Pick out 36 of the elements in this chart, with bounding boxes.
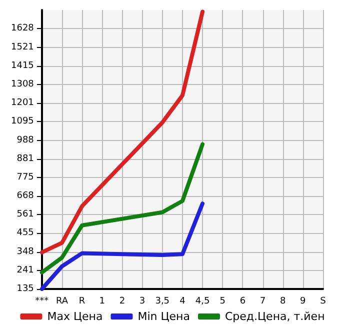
y-tick-label: 988 — [16, 135, 34, 146]
x-tick-label: 2 — [119, 296, 126, 306]
y-tick-label: 455 — [16, 228, 34, 238]
y-tick-label: 1521 — [11, 42, 34, 52]
x-tick-label: 6 — [240, 296, 246, 306]
x-tick-label: 7 — [260, 296, 266, 306]
x-tick-label: 5 — [220, 296, 226, 306]
x-tick-label: 9 — [300, 296, 306, 306]
x-tick-label: R — [78, 296, 86, 306]
y-tick-label: 348 — [16, 246, 34, 257]
y-tick-label: 1415 — [11, 60, 34, 71]
x-tick-label: *** — [35, 296, 50, 306]
line-series — [40, 10, 205, 254]
y-tick-label: 1628 — [11, 24, 34, 34]
y-tick-label: 241 — [16, 266, 34, 276]
y-tick-label: 775 — [16, 172, 34, 182]
x-tick-label: 1 — [99, 296, 106, 306]
x-tick-label: 4 — [180, 296, 186, 306]
y-tick-label: 135 — [16, 284, 34, 294]
x-tick-label: 3,5 — [155, 296, 170, 306]
legend-label: Сред.Цена, т.йен — [224, 310, 325, 323]
line-series — [40, 142, 205, 274]
x-tick-label: RA — [56, 296, 69, 306]
x-tick-label: 8 — [280, 296, 286, 306]
y-tick-label: 1308 — [11, 79, 34, 90]
legend-label: Min Цена — [138, 310, 190, 323]
x-tick-label: S — [320, 296, 326, 306]
y-tick-label: 1095 — [11, 116, 34, 127]
x-tick-label: 4,5 — [195, 296, 210, 306]
line-series — [40, 202, 205, 291]
y-tick-label: 561 — [16, 210, 34, 220]
legend-label: Max Цена — [47, 310, 103, 323]
y-tick-label: 668 — [16, 191, 34, 202]
y-tick-label: 881 — [16, 154, 34, 164]
y-tick-label: 1201 — [11, 98, 34, 108]
x-tick-label: 3 — [139, 296, 146, 306]
